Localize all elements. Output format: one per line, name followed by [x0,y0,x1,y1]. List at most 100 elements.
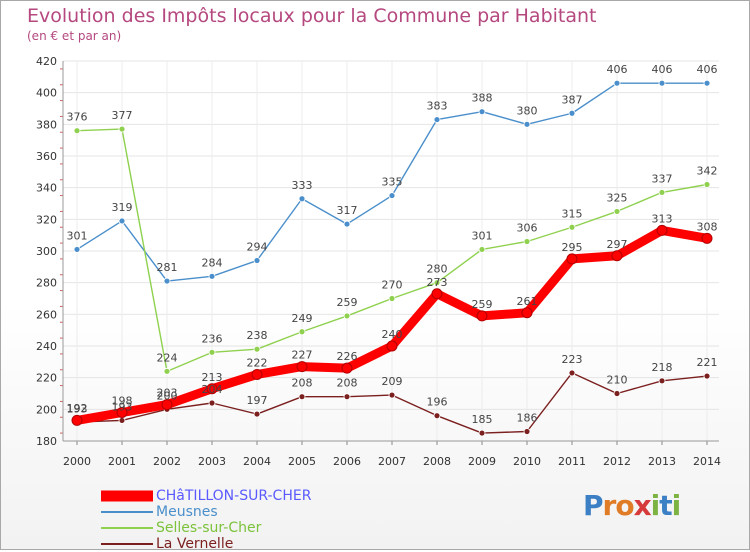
data-label: 280 [427,263,448,276]
data-label: 319 [112,201,133,214]
data-point [251,369,263,380]
data-point [523,238,531,245]
logo-letter: x [633,489,652,522]
data-point [703,79,711,87]
data-label: 185 [472,413,493,426]
data-label: 325 [607,191,628,204]
y-tick-label: 240 [36,340,57,353]
data-label: 301 [67,229,88,242]
data-label: 380 [517,104,538,117]
data-point [118,417,126,424]
data-point [73,246,81,253]
data-label: 204 [202,383,223,396]
data-point [208,399,216,407]
data-label: 294 [247,241,268,254]
data-label: 200 [157,389,178,402]
data-point [568,369,576,377]
data-label: 221 [697,356,718,369]
data-point [386,340,398,352]
logo-letter: o [615,489,634,522]
data-point [343,220,351,228]
data-point [658,377,666,385]
data-label: 208 [292,377,313,390]
x-tick-label: 2013 [648,455,676,468]
data-label: 226 [337,350,358,363]
data-point [298,195,306,203]
data-point [206,383,218,395]
x-tick-label: 2001 [108,455,136,468]
legend-item-selles: Selles-sur-Cher [101,520,311,536]
data-label: 281 [157,261,178,274]
y-tick-label: 340 [36,182,57,195]
data-label: 213 [202,371,223,384]
data-point [208,348,216,356]
legend-label-meusnes: Meusnes [156,504,218,520]
y-tick-label: 420 [36,55,57,68]
data-point [161,399,173,411]
data-label: 301 [472,229,493,242]
data-label: 186 [517,412,538,425]
data-label: 208 [337,377,358,390]
data-point [341,362,353,374]
data-label: 259 [472,298,493,311]
legend: CHâTILLON-SUR-CHER Meusnes Selles-sur-Ch… [101,488,311,552]
y-tick-label: 220 [36,372,57,385]
data-point [433,412,441,420]
data-label: 406 [697,63,718,76]
data-label: 383 [427,100,448,113]
data-point [476,310,488,322]
data-label: 240 [382,328,403,341]
data-point [433,116,441,123]
x-tick-label: 2008 [423,455,451,468]
data-label: 387 [562,93,583,106]
x-tick-label: 2007 [378,455,406,468]
x-tick-label: 2000 [63,455,91,468]
proxiti-logo: Proxiti [583,489,681,522]
legend-item-meusnes: Meusnes [101,504,311,520]
data-point [298,393,306,401]
data-point [703,372,711,380]
x-tick-label: 2004 [243,455,271,468]
data-label: 238 [247,329,268,342]
data-point [118,217,126,225]
data-label: 406 [607,63,628,76]
data-point [118,125,126,133]
data-point [566,253,578,265]
data-point [478,108,486,116]
y-tick-label: 280 [36,277,57,290]
data-point [71,414,83,426]
x-tick-label: 2011 [558,455,586,468]
y-tick-label: 260 [36,308,57,321]
data-point [343,312,351,320]
data-point [431,288,443,300]
data-point [523,120,531,128]
data-point [73,127,81,135]
data-label: 198 [112,395,133,408]
data-label: 388 [472,92,493,105]
y-tick-label: 400 [36,87,57,100]
x-tick-label: 2012 [603,455,631,468]
data-label: 335 [382,176,403,189]
data-point [658,189,666,196]
data-label: 337 [652,172,673,185]
y-tick-label: 320 [36,213,57,226]
legend-swatch-chatillon [101,490,153,502]
data-point [343,393,351,401]
data-point [298,328,306,336]
data-label: 377 [112,109,133,122]
data-point [613,79,621,87]
x-tick-label: 2002 [153,455,181,468]
data-point [701,232,713,244]
data-label: 203 [157,387,178,400]
x-tick-label: 2005 [288,455,316,468]
data-label: 227 [292,349,313,362]
x-tick-label: 2009 [468,455,496,468]
data-point [388,391,396,399]
chart-subtitle: (en € et par an) [27,29,122,43]
legend-item-vernelle: La Vernelle [101,536,311,552]
data-point [163,277,171,285]
data-point [388,295,396,302]
data-label: 218 [652,361,673,374]
data-point [656,224,668,236]
data-label: 297 [607,238,628,251]
